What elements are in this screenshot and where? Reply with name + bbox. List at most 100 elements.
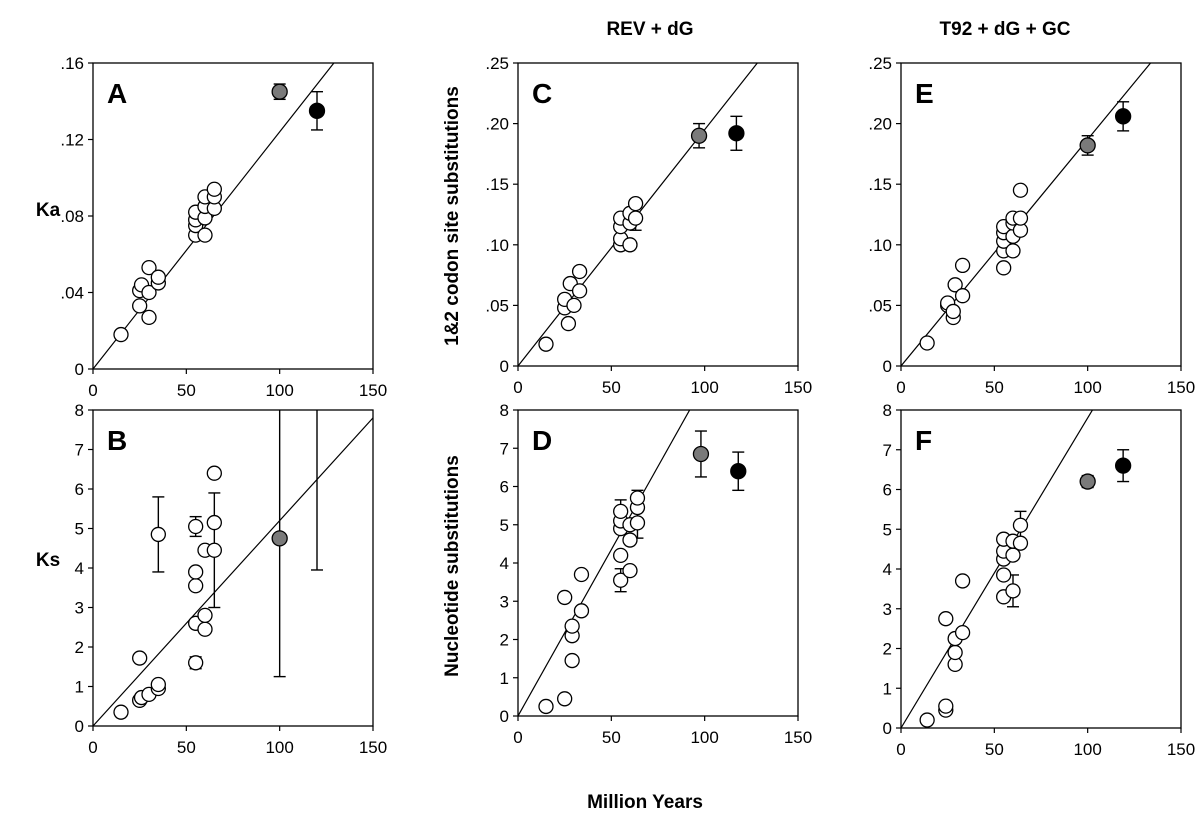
panel-a: .16 .12 .08 .04 00 50 100 150 Ka A [36, 54, 387, 400]
y-tick-label: 3 [500, 592, 509, 611]
data-point [945, 303, 961, 320]
y-tick-label: .04 [60, 284, 84, 303]
data-point [938, 611, 954, 627]
y-tick-label: 1 [75, 678, 84, 697]
data-point [141, 284, 157, 301]
y-axis-label: Ka [36, 200, 61, 221]
data-point [622, 237, 638, 253]
grey-data-point [1079, 137, 1096, 154]
regression-line [901, 63, 1152, 366]
data-point [206, 465, 222, 481]
data-point [1005, 583, 1021, 599]
data-point [150, 526, 166, 543]
y-axis-label: 1&2 codon site substitutions [442, 86, 463, 346]
panel-label: A [107, 78, 127, 109]
data-point [1012, 210, 1029, 226]
panel-label: D [532, 425, 552, 456]
grey-data-point [271, 83, 288, 100]
data-point [613, 503, 629, 520]
data-point [629, 515, 646, 531]
data-point [573, 566, 590, 583]
data-point [1012, 182, 1029, 198]
y-tick-label: .20 [485, 115, 509, 134]
data-point [573, 603, 590, 619]
data-point [947, 644, 963, 661]
plot-frame [517, 409, 799, 717]
data-point [627, 210, 644, 226]
y-tick-label: .05 [485, 296, 509, 315]
y-tick-label: 3 [75, 599, 84, 618]
data-point [1005, 243, 1021, 259]
data-point [557, 589, 573, 606]
regression-line [93, 63, 335, 369]
y-tick-label: 3 [883, 600, 892, 619]
y-tick-label: 5 [75, 520, 84, 539]
regression-line [901, 410, 1094, 728]
data-point [538, 698, 554, 715]
x-tick-label: 150 [359, 738, 387, 757]
data-point [622, 532, 638, 548]
y-tick-label: .20 [868, 115, 892, 134]
x-tick-label: 150 [1167, 378, 1195, 397]
plot-frame [900, 62, 1182, 367]
data-point [996, 567, 1012, 583]
y-tick-label: .25 [868, 54, 892, 73]
x-tick-label: 50 [177, 738, 196, 757]
data-point [954, 624, 971, 641]
x-tick-label: 150 [1167, 740, 1195, 759]
y-tick-label: .15 [485, 175, 509, 194]
y-tick-label: 6 [883, 481, 892, 500]
regression-line [93, 417, 373, 726]
x-tick-label: 0 [88, 381, 97, 400]
data-point [954, 288, 971, 304]
x-tick-label: 150 [784, 378, 812, 397]
data-point [188, 655, 204, 671]
x-tick-label: 50 [985, 740, 1004, 759]
x-tick-label: 150 [359, 381, 387, 400]
data-point [206, 542, 222, 558]
data-point [206, 181, 222, 197]
data-point [627, 195, 644, 212]
x-tick-label: 50 [602, 378, 621, 397]
data-point [947, 277, 963, 293]
y-tick-label: 5 [500, 516, 509, 535]
panel-label: C [532, 78, 552, 109]
y-tick-label: 8 [500, 401, 509, 420]
data-point [564, 652, 580, 669]
data-point [996, 260, 1012, 276]
y-tick-label: 1 [500, 669, 509, 688]
y-tick-label: 2 [75, 638, 84, 657]
y-tick-label: 0 [883, 357, 892, 376]
panel-label: F [915, 425, 932, 456]
data-point [557, 691, 573, 707]
data-point [613, 547, 629, 563]
x-tick-label: 0 [896, 740, 905, 759]
y-tick-label: 6 [500, 478, 509, 497]
data-point [150, 269, 166, 285]
y-tick-label: 0 [75, 360, 84, 379]
y-tick-label: .25 [485, 54, 509, 73]
regression-line [518, 410, 691, 716]
y-tick-label: 8 [75, 401, 84, 420]
black-data-point [1114, 108, 1132, 125]
data-point [954, 257, 971, 274]
panel-label: B [107, 425, 127, 456]
y-tick-label: .10 [485, 236, 509, 255]
y-tick-label: 7 [500, 439, 509, 458]
y-tick-label: .08 [60, 207, 84, 226]
data-point [141, 309, 157, 326]
data-point [919, 712, 935, 728]
plot-frame [900, 409, 1182, 729]
y-tick-label: 4 [75, 559, 84, 578]
data-point [150, 676, 166, 693]
x-axis-label: Million Years [587, 792, 703, 813]
data-point [197, 607, 213, 624]
plot-frame [92, 62, 374, 370]
data-point [188, 518, 204, 535]
data-point [188, 564, 204, 580]
black-data-point [1114, 457, 1132, 474]
